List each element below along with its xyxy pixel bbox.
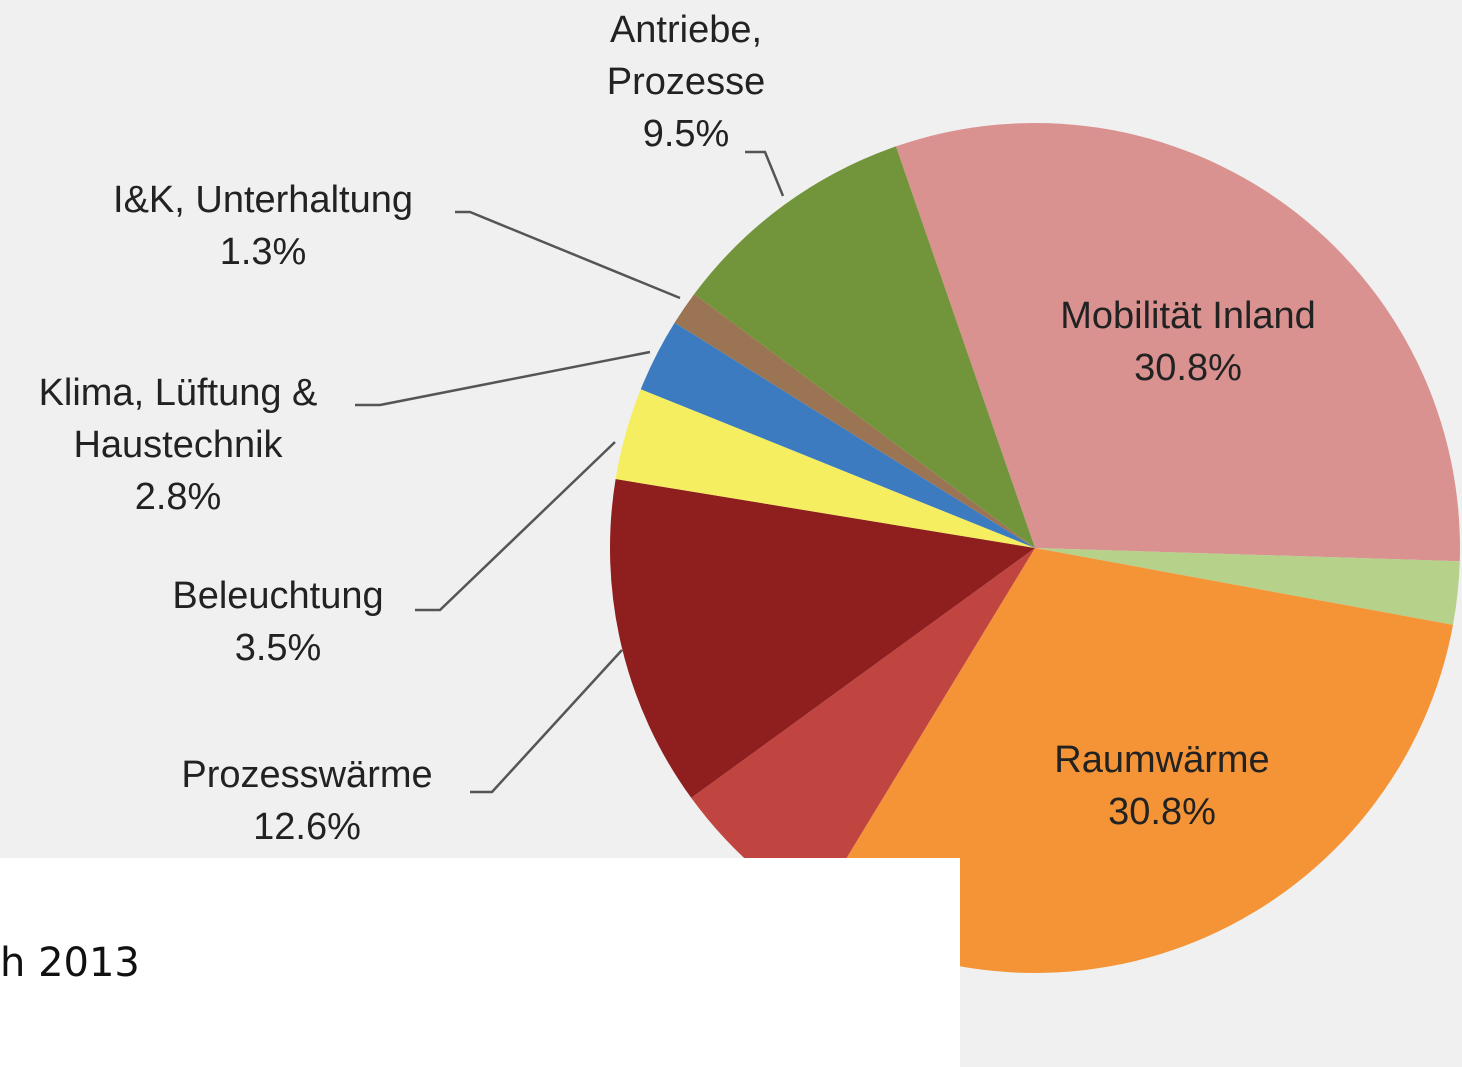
pie-slice [640,322,1035,548]
leader-line [455,210,681,300]
slice-label: Raumwärme [1054,739,1269,781]
value-label: 12.6% [253,806,361,848]
pie-slice [694,146,1035,548]
pie-slice [814,548,1453,974]
slice-label: Prozesswärme [181,754,432,796]
slice-label: Beleuchtung [172,575,383,617]
value-label: 30.8% [1108,791,1216,833]
pie-slice [610,479,1035,798]
slice-label: Mobilität Inland [1060,295,1316,337]
leader-line [745,150,785,197]
pie-slice [691,548,1035,912]
pie [610,122,1461,974]
value-label: 1.3% [220,231,307,273]
leader-line [415,441,616,612]
pie-slice [895,122,1461,562]
leader-lines [355,150,785,1007]
value-label: 3.5% [235,627,322,669]
slice-label: Antriebe, Prozesse [607,9,765,103]
pie-slice [674,294,1035,548]
value-label: 2.8% [135,476,222,518]
overlay-box [0,858,960,1067]
pie-slice [1035,548,1460,625]
value-label: 30.8% [1134,347,1242,389]
footer-fragment: h 2013 [0,940,140,986]
slice-label: Klima, Lüftung & Haustechnik [39,372,318,466]
leader-line [355,350,651,407]
value-label: 9.5% [643,113,730,155]
slice-label: I&K, Unterhaltung [113,179,413,221]
pie-slice [615,389,1035,548]
leader-line [470,649,623,794]
